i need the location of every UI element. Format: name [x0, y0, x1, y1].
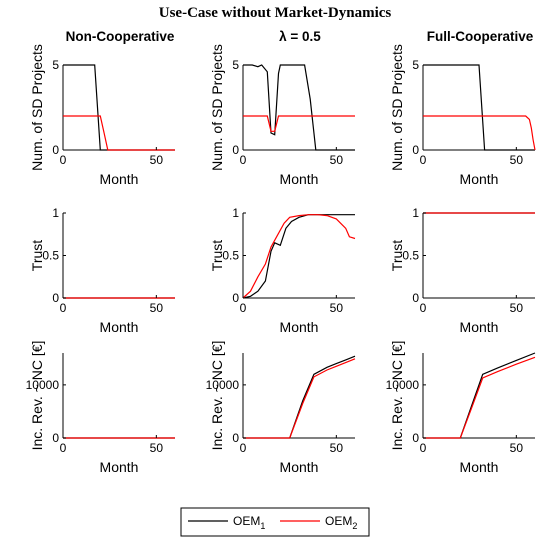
- series-line-oem2: [243, 115, 355, 132]
- series-line-oem1: [243, 64, 355, 151]
- x-axis-label: Month: [280, 171, 319, 187]
- series-line-oem2: [63, 115, 175, 151]
- x-tick-label: 0: [420, 301, 427, 315]
- y-tick-label: 0: [412, 431, 419, 445]
- y-tick-label: 1: [412, 206, 419, 220]
- x-tick-label: 50: [150, 301, 164, 315]
- panel-revenue-2: 0 50 0 10000 Month Inc. Rev. ~ NC [€]: [206, 341, 356, 475]
- y-axis-label: Trust: [389, 240, 405, 271]
- column-title-non-cooperative: Non-Cooperative: [66, 29, 175, 44]
- y-tick-label: 10000: [386, 378, 420, 392]
- series-line-oem1: [63, 64, 175, 151]
- panel-trust-1: 0 50 0 0.5 1 Month Trust: [29, 206, 175, 335]
- y-tick-label: 10000: [26, 378, 60, 392]
- x-tick-label: 50: [510, 301, 524, 315]
- x-tick-label: 50: [150, 153, 164, 167]
- x-tick-label: 0: [60, 441, 67, 455]
- panel-projects-2: 0 50 0 5 Month Num. of SD Projects: [209, 44, 355, 187]
- y-tick-label: 5: [52, 58, 59, 72]
- x-axis-label: Month: [280, 319, 319, 335]
- x-tick-label: 50: [330, 301, 344, 315]
- panel-revenue-3: 0 50 0 10000 Month Inc. Rev. ~ NC [€]: [386, 341, 536, 475]
- x-tick-label: 0: [420, 441, 427, 455]
- y-tick-label: 0.5: [402, 249, 419, 263]
- y-tick-label: 0: [412, 291, 419, 305]
- legend-box: [180, 507, 370, 537]
- x-tick-label: 50: [330, 441, 344, 455]
- y-tick-label: 1: [52, 206, 59, 220]
- series-line-oem1: [423, 352, 536, 439]
- series-line-oem2: [423, 115, 536, 151]
- x-tick-label: 50: [150, 441, 164, 455]
- series-line-oem2: [423, 356, 536, 439]
- y-tick-label: 0.5: [222, 249, 239, 263]
- y-axis-label: Inc. Rev. ~ NC [€]: [389, 341, 405, 451]
- x-tick-label: 0: [60, 301, 67, 315]
- y-axis-label: Num. of SD Projects: [389, 44, 405, 171]
- y-tick-label: 0: [232, 291, 239, 305]
- series-line-oem1: [423, 64, 535, 151]
- y-axis-label: Inc. Rev. ~ NC [€]: [29, 341, 45, 451]
- x-tick-label: 0: [240, 441, 247, 455]
- x-axis-label: Month: [460, 171, 499, 187]
- panel-revenue-1: 0 50 0 10000 Month Inc. Rev. ~ NC [€]: [26, 341, 175, 475]
- panel-trust-3: 0 50 0 0.5 1 Month Trust: [389, 206, 535, 335]
- y-tick-label: 10000: [206, 378, 240, 392]
- x-tick-label: 0: [60, 153, 67, 167]
- y-tick-label: 5: [412, 58, 419, 72]
- x-tick-label: 50: [330, 153, 344, 167]
- y-tick-label: 0: [412, 143, 419, 157]
- x-axis-label: Month: [460, 459, 499, 475]
- x-axis-label: Month: [100, 459, 139, 475]
- y-tick-label: 0: [232, 143, 239, 157]
- x-tick-label: 0: [240, 301, 247, 315]
- series-line-oem2: [242, 214, 356, 299]
- column-title-full-cooperative: Full-Cooperative: [427, 29, 534, 44]
- y-axis-label: Num. of SD Projects: [29, 44, 45, 171]
- y-axis-label: Inc. Rev. ~ NC [€]: [209, 341, 225, 451]
- column-title-lambda: λ = 0.5: [279, 29, 321, 44]
- panel-trust-2: 0 50 0 0.5 1 Month Trust: [209, 206, 356, 335]
- y-tick-label: 0: [52, 431, 59, 445]
- x-tick-label: 50: [510, 153, 524, 167]
- y-axis-label: Trust: [209, 240, 225, 271]
- figure-title: Use-Case without Market-Dynamics: [159, 5, 392, 21]
- x-tick-label: 0: [240, 153, 247, 167]
- panel-projects-1: 0 50 0 5 Month Num. of SD Projects: [29, 44, 175, 187]
- x-axis-label: Month: [100, 171, 139, 187]
- legend-label-oem2: OEM2: [325, 514, 357, 531]
- y-tick-label: 0: [232, 431, 239, 445]
- series-line-oem2: [243, 358, 356, 439]
- series-line-oem1: [243, 355, 356, 439]
- series-line-oem1: [242, 214, 355, 299]
- x-axis-label: Month: [100, 319, 139, 335]
- y-tick-label: 0: [52, 291, 59, 305]
- legend: OEM1 OEM2: [180, 507, 370, 537]
- legend-label-oem1: OEM1: [233, 514, 265, 531]
- panel-projects-3: 0 50 0 5 Month Num. of SD Projects: [389, 44, 536, 187]
- y-tick-label: 5: [232, 58, 239, 72]
- y-tick-label: 0.5: [42, 249, 59, 263]
- y-axis-label: Trust: [29, 240, 45, 271]
- x-axis-label: Month: [460, 319, 499, 335]
- x-tick-label: 0: [420, 153, 427, 167]
- y-tick-label: 0: [52, 143, 59, 157]
- y-axis-label: Num. of SD Projects: [209, 44, 225, 171]
- y-tick-label: 1: [232, 206, 239, 220]
- x-axis-label: Month: [280, 459, 319, 475]
- x-tick-label: 50: [510, 441, 524, 455]
